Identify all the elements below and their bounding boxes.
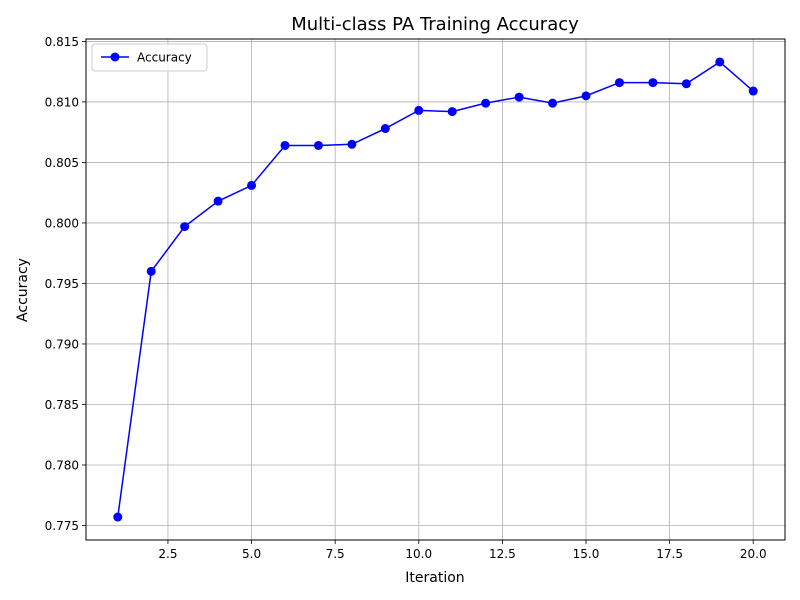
data-point [681, 79, 691, 89]
x-tick-label: 20.0 [740, 547, 767, 561]
y-tick-label: 0.805 [45, 156, 79, 170]
data-point [514, 92, 524, 102]
data-point [213, 196, 223, 206]
x-tick-label: 5.0 [242, 547, 261, 561]
y-axis-label: Accuracy [15, 258, 31, 322]
data-point [715, 57, 725, 67]
y-tick-label: 0.775 [45, 519, 79, 533]
x-tick-label: 12.5 [489, 547, 516, 561]
data-point [113, 512, 123, 522]
y-tick-label: 0.810 [45, 95, 79, 109]
x-axis-label: Iteration [405, 570, 464, 586]
y-tick-label: 0.795 [45, 277, 79, 291]
data-point [648, 78, 658, 88]
x-tick-label: 7.5 [326, 547, 345, 561]
data-point [447, 107, 457, 117]
data-point [581, 91, 591, 101]
data-point [748, 86, 758, 96]
y-tick-label: 0.815 [45, 35, 79, 49]
data-point [280, 140, 290, 150]
data-point [481, 98, 491, 108]
y-tick-label: 0.790 [45, 337, 79, 351]
x-tick-label: 15.0 [573, 547, 600, 561]
data-point [614, 78, 624, 88]
data-point [180, 222, 190, 232]
data-point [313, 140, 323, 150]
legend: Accuracy [91, 43, 208, 72]
y-tick-label: 0.800 [45, 216, 79, 230]
x-axis-ticks: 2.5 5.0 7.5 10.0 12.5 15.0 17.5 20.0 [158, 540, 767, 561]
y-axis-ticks: 0.775 0.780 0.785 0.790 0.795 0.800 0.805 0.810… [45, 35, 86, 533]
data-point [548, 98, 558, 108]
data-point [414, 105, 424, 115]
legend-label: Accuracy [137, 51, 192, 65]
series-layer [113, 57, 758, 522]
data-point [347, 139, 357, 149]
data-point [247, 180, 257, 190]
x-tick-label: 17.5 [656, 547, 683, 561]
y-tick-label: 0.780 [45, 458, 79, 472]
plot-frame [85, 38, 786, 541]
chart-title: Multi-class PA Training Accuracy [291, 14, 579, 35]
series-line-0 [117, 61, 754, 518]
y-tick-label: 0.785 [45, 398, 79, 412]
legend-marker [110, 52, 120, 62]
legend-box [91, 43, 208, 72]
x-tick-label: 2.5 [158, 547, 177, 561]
x-tick-label: 10.0 [405, 547, 432, 561]
data-point [380, 124, 390, 134]
data-point [146, 266, 156, 276]
grid-lines [86, 39, 785, 540]
